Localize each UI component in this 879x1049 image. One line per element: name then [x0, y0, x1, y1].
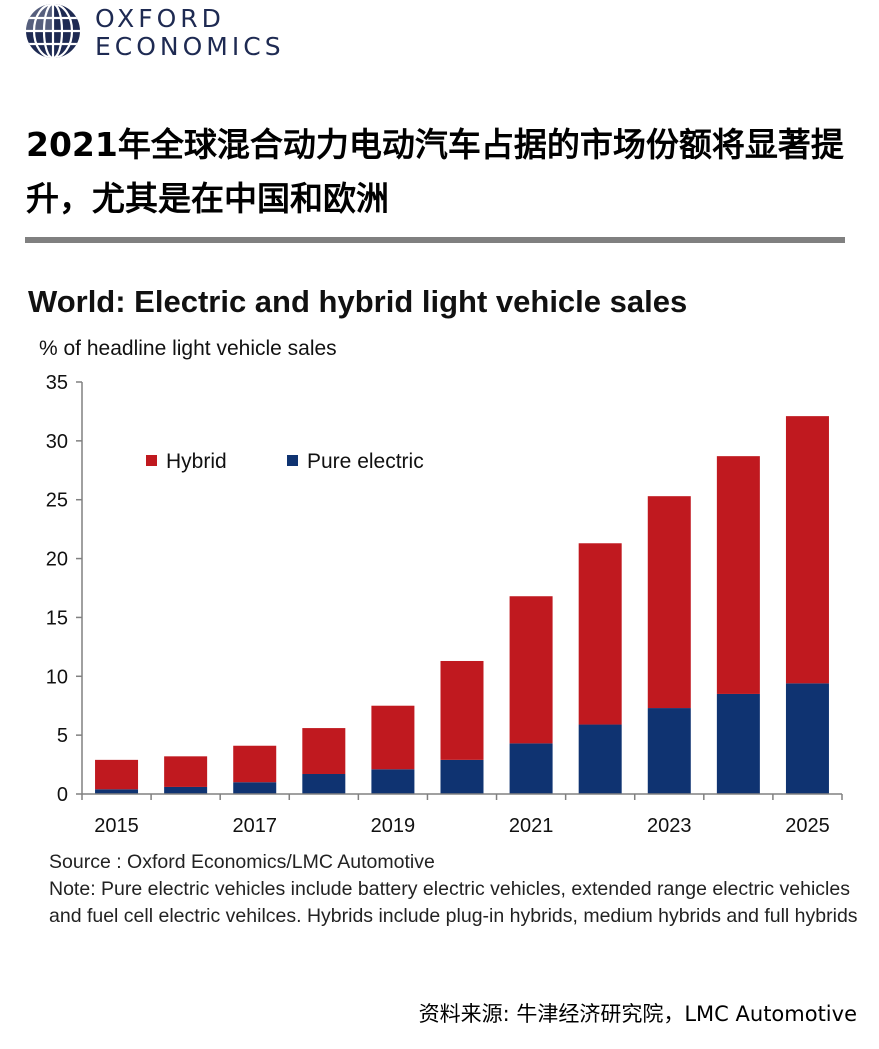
y-tick-label-20: 20	[46, 549, 68, 571]
bar-pure-electric-2017	[233, 782, 277, 794]
bar-hybrid-2025	[785, 416, 829, 684]
bar-pure-electric-2020	[440, 759, 484, 794]
source-note: Source : Oxford Economics/LMC Automotive…	[49, 849, 864, 930]
bar-pure-electric-2021	[509, 743, 553, 794]
y-tick-label-30: 30	[46, 431, 68, 453]
y-tick-label-5: 5	[57, 725, 68, 747]
logo-text-oxford: OXFORD	[95, 4, 225, 33]
note-text: Note: Pure electric vehicles include bat…	[49, 878, 858, 927]
x-tick-label-2025: 2025	[785, 815, 830, 837]
bar-pure-electric-2019	[371, 769, 415, 794]
bar-hybrid-2024	[716, 456, 760, 694]
x-tick-label-2019: 2019	[371, 815, 416, 837]
x-tick-label-2023: 2023	[647, 815, 692, 837]
bar-pure-electric-2024	[716, 693, 760, 794]
divider	[25, 237, 845, 243]
bar-pure-electric-2025	[785, 683, 829, 794]
bar-pure-electric-2015	[95, 789, 139, 794]
legend-swatch-hybrid	[146, 455, 157, 466]
bar-hybrid-2023	[647, 496, 691, 709]
y-tick-label-15: 15	[46, 607, 68, 629]
oxford-economics-logo: OXFORD ECONOMICS	[22, 2, 322, 62]
bar-hybrid-2020	[440, 660, 484, 760]
bar-hybrid-2021	[509, 596, 553, 744]
y-tick-label-25: 25	[46, 490, 68, 512]
bar-pure-electric-2023	[647, 708, 691, 794]
logo-text-economics: ECONOMICS	[95, 32, 285, 61]
chart-y-axis-label: % of headline light vehicle sales	[39, 337, 337, 360]
page-headline: 2021年全球混合动力电动汽车占据的市场份额将显著提升，尤其是在中国和欧洲	[26, 125, 844, 218]
x-tick-label-2015: 2015	[94, 815, 139, 837]
legend-label-hybrid: Hybrid	[166, 450, 227, 473]
bar-pure-electric-2018	[302, 773, 346, 794]
bar-hybrid-2022	[578, 543, 622, 725]
y-tick-label-0: 0	[57, 784, 68, 806]
x-tick-label-2017: 2017	[232, 815, 277, 837]
source-text: Source : Oxford Economics/LMC Automotive	[49, 851, 435, 873]
y-tick-label-10: 10	[46, 666, 68, 688]
bar-hybrid-2015	[95, 759, 139, 790]
bar-hybrid-2016	[164, 756, 208, 787]
bar-pure-electric-2016	[164, 786, 208, 794]
globe-icon	[26, 4, 80, 58]
legend-label-pure-electric: Pure electric	[307, 450, 424, 473]
bar-hybrid-2019	[371, 705, 415, 770]
footer-attribution: 资料来源: 牛津经济研究院，LMC Automotive	[418, 1002, 857, 1026]
y-tick-label-35: 35	[46, 372, 68, 394]
legend-swatch-pure-electric	[287, 455, 298, 466]
bar-hybrid-2018	[302, 728, 346, 774]
bar-hybrid-2017	[233, 745, 277, 783]
bar-pure-electric-2022	[578, 724, 622, 794]
x-tick-label-2021: 2021	[509, 815, 554, 837]
chart-title: World: Electric and hybrid light vehicle…	[28, 284, 688, 319]
